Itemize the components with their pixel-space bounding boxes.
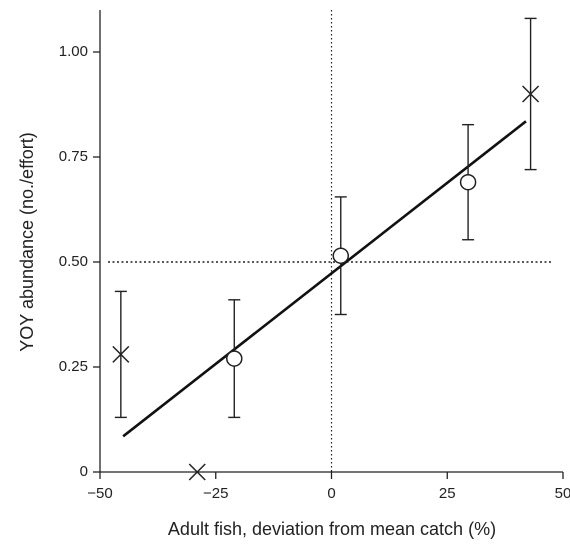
y-tick-label: 0.25	[59, 358, 88, 375]
point	[188, 463, 206, 481]
x-tick-label: 25	[439, 485, 456, 502]
fit-line	[122, 120, 527, 438]
x-tick-label: −25	[203, 485, 228, 502]
y-tick-label: 1.00	[59, 43, 88, 60]
point	[459, 173, 477, 191]
x-tick-label: −50	[87, 485, 112, 502]
y-tick-label: 0	[80, 463, 88, 480]
x-tick-label: 0	[327, 485, 335, 502]
y-axis-label: YOY abundance (no./effort)	[17, 132, 37, 351]
point	[226, 350, 243, 367]
y-tick-label: 0.75	[59, 148, 88, 165]
x-axis-label: Adult fish, deviation from mean catch (%…	[168, 519, 496, 539]
point	[522, 85, 540, 103]
y-tick-label: 0.50	[59, 253, 88, 270]
point	[112, 345, 130, 363]
point	[332, 247, 350, 264]
x-tick-label: 50	[555, 485, 570, 502]
